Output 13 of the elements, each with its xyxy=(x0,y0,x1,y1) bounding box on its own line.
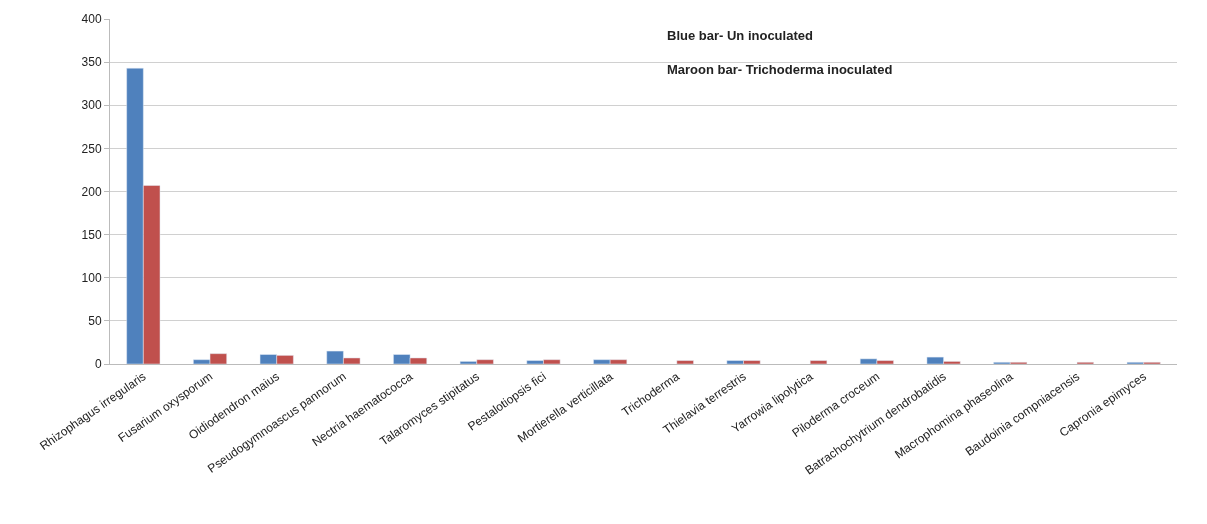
y-tick-label: 300 xyxy=(81,98,102,113)
y-tick-label: 150 xyxy=(81,227,102,242)
y-tick-label: 400 xyxy=(81,12,102,27)
y-tick-label: 250 xyxy=(81,141,102,156)
y-tick-label: 200 xyxy=(81,184,102,199)
bar xyxy=(676,360,694,364)
y-tick-label: 350 xyxy=(81,55,102,70)
annotation: Blue bar- Un inoculated xyxy=(667,28,813,43)
y-tick-label: 0 xyxy=(94,357,102,372)
y-tick-label: 100 xyxy=(81,270,102,285)
bar xyxy=(809,360,828,364)
y-tick-label: 50 xyxy=(88,314,102,329)
annotation: Maroon bar- Trichoderma inoculated xyxy=(667,62,893,77)
